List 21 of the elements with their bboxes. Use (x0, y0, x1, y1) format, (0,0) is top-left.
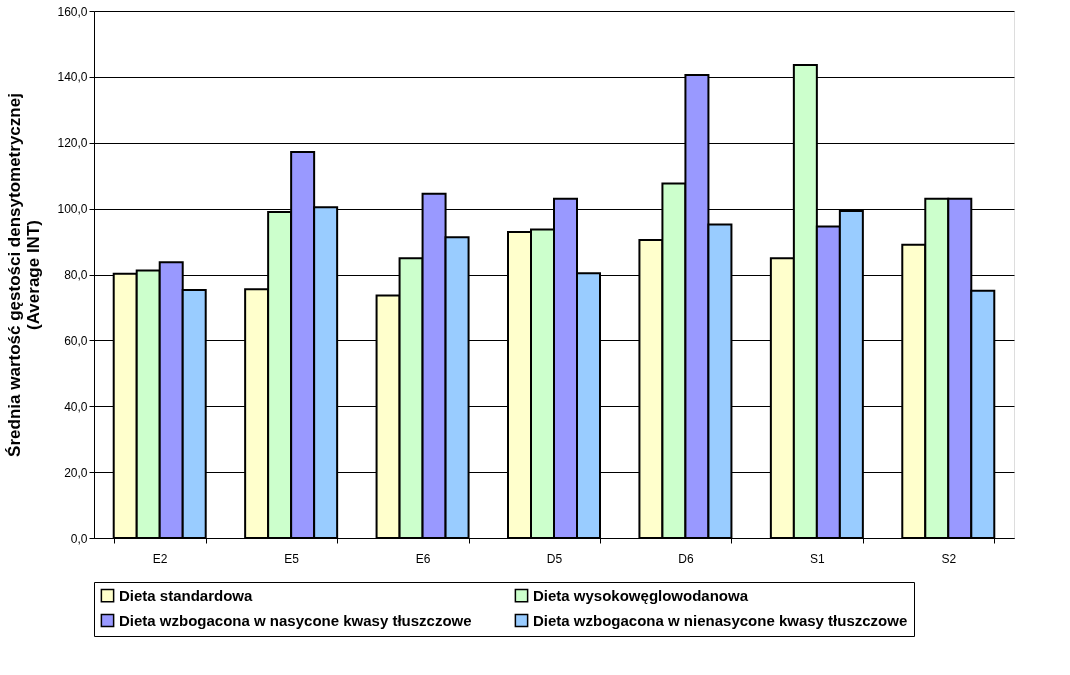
legend-label: Dieta wysokowęglowodanowa (533, 586, 749, 604)
y-tick-label: 140,0 (57, 70, 88, 85)
x-tick-label: S1 (810, 551, 826, 566)
y-tick-label: 20,0 (64, 465, 88, 480)
y-tick-label: 40,0 (64, 399, 88, 414)
legend-label: Dieta wzbogacona w nasycone kwasy tłuszczowe (119, 611, 472, 629)
y-tick-label: 100,0 (57, 202, 88, 217)
y-tick-label: 60,0 (64, 333, 88, 348)
x-tick-label: D6 (678, 551, 694, 566)
x-tick-label: E6 (415, 551, 431, 566)
y-tick-label: 160,0 (57, 4, 88, 19)
x-tick-label: D5 (546, 551, 563, 566)
x-tick-label: S2 (941, 551, 957, 566)
legend-label: Dieta wzbogacona w nienasycone kwasy tłuszczowe (533, 611, 908, 629)
x-tick-label: E2 (152, 551, 168, 566)
legend-label: Dieta standardowa (119, 586, 254, 604)
y-axis-title: Średnia wartość gęstości densytometrycznej (Average INT) (5, 93, 44, 457)
x-tick-label: E5 (284, 551, 300, 566)
y-tick-label: 80,0 (64, 268, 88, 282)
y-tick-label: 120,0 (57, 136, 88, 151)
y-tick-label: 0,0 (70, 531, 88, 546)
